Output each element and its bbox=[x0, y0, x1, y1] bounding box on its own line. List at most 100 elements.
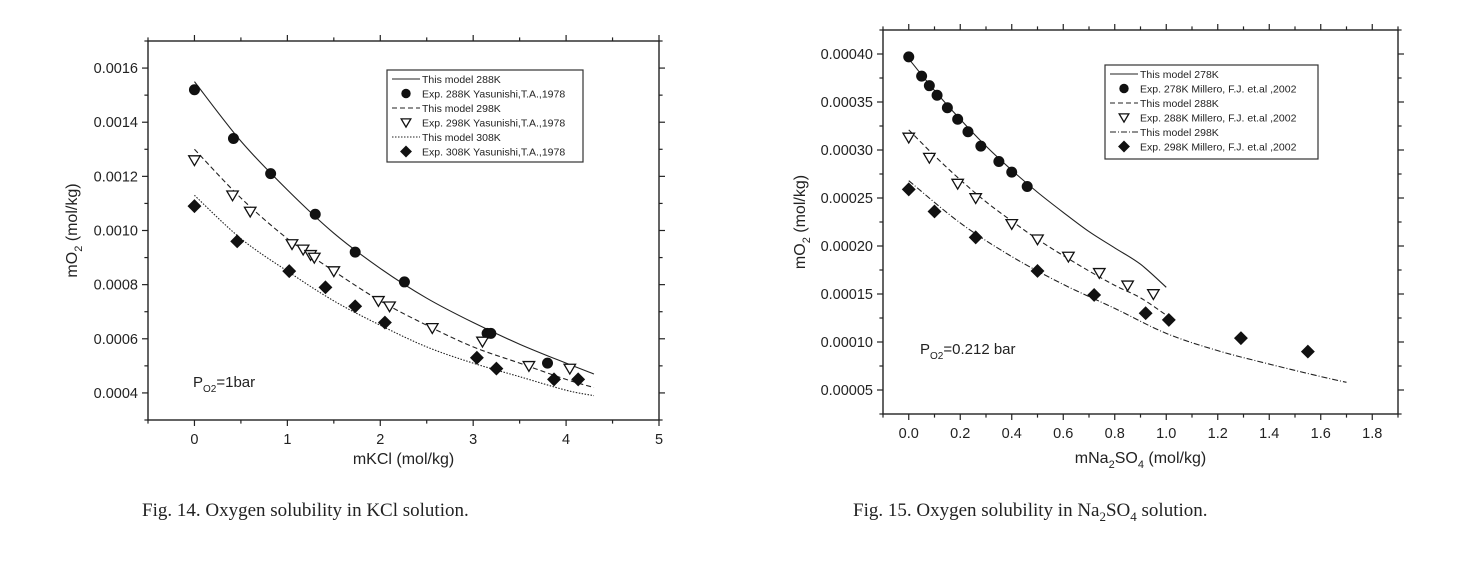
x-tick-label: 1.0 bbox=[1156, 426, 1176, 442]
data-point-circle bbox=[916, 70, 928, 82]
data-point-circle bbox=[975, 140, 987, 152]
legend-label: This model 288K bbox=[422, 74, 501, 86]
data-point-diamond bbox=[901, 182, 916, 197]
legend-label: This model 288K bbox=[1140, 98, 1219, 110]
x-tick-label: 4 bbox=[562, 432, 570, 448]
x-tick-label: 1.2 bbox=[1208, 426, 1228, 442]
series-markers bbox=[901, 182, 1315, 359]
annotation-main: P bbox=[193, 374, 203, 391]
data-point-triangle-down bbox=[1146, 289, 1161, 301]
x-tick-label: 1.4 bbox=[1259, 426, 1279, 442]
annotation-sub: O2 bbox=[930, 351, 944, 362]
data-point-circle bbox=[188, 84, 200, 96]
legend-marker-triangle-down bbox=[400, 118, 412, 129]
y-axis-title-rest: (mol/kg) bbox=[64, 183, 81, 245]
y-tick-label: 0.0014 bbox=[94, 115, 138, 131]
data-point-triangle-down bbox=[1030, 234, 1045, 247]
caption-fig15: Fig. 15. Oxygen solubility in Na2SO4 sol… bbox=[853, 500, 1208, 525]
model-curve bbox=[194, 148, 595, 389]
legend-marker-circle bbox=[401, 88, 411, 99]
data-point-circle bbox=[1021, 180, 1033, 192]
y-tick-label: 0.0004 bbox=[94, 386, 138, 402]
data-point-triangle-down bbox=[1061, 251, 1076, 264]
y-tick-label: 0.00005 bbox=[821, 383, 873, 399]
legend-marker-diamond bbox=[400, 145, 412, 158]
annotation-rest: =1bar bbox=[216, 374, 255, 391]
y-tick-label: 0.00035 bbox=[821, 95, 873, 111]
x-tick-label: 2 bbox=[376, 432, 384, 448]
data-point-diamond bbox=[282, 264, 297, 279]
y-tick-label: 0.0012 bbox=[94, 169, 138, 185]
data-point-triangle-down bbox=[285, 239, 299, 251]
data-point-triangle-down bbox=[187, 155, 202, 167]
legend-marker-diamond bbox=[1118, 140, 1130, 153]
data-point-circle bbox=[952, 113, 964, 125]
series-markers bbox=[903, 51, 1033, 192]
x-tick-label: 0 bbox=[190, 432, 198, 448]
legend-label: This model 278K bbox=[1140, 69, 1219, 81]
data-point-triangle-down bbox=[901, 132, 916, 145]
x-tick-label: 1.6 bbox=[1311, 426, 1331, 442]
y-tick-label: 0.00030 bbox=[821, 143, 873, 159]
legend-item: Exp. 288K Millero, F.J. et.al ,2002 bbox=[1118, 113, 1297, 125]
chart-kcl: 0 1 2 3 4 5 0.0004 0.0006 0.0008 0.0010 0.0012 0.00… bbox=[64, 35, 665, 468]
x-axis-title-mid: SO bbox=[1115, 450, 1138, 467]
data-point-triangle-down bbox=[922, 152, 937, 165]
x-axis-title-sub1: 2 bbox=[1109, 459, 1115, 471]
data-point-diamond bbox=[1087, 288, 1102, 302]
data-point-diamond bbox=[230, 234, 245, 249]
x-axis-title-pre: mNa bbox=[1075, 450, 1109, 467]
data-point-circle bbox=[903, 51, 915, 63]
pressure-annotation: PO2=1bar bbox=[193, 374, 255, 395]
x-tick-label: 5 bbox=[655, 432, 663, 448]
data-point-circle bbox=[309, 208, 321, 220]
x-axis-title-sub2: 4 bbox=[1138, 459, 1144, 471]
series-markers bbox=[187, 155, 577, 376]
legend-marker-circle bbox=[1119, 83, 1129, 94]
data-point-diamond bbox=[547, 372, 561, 387]
x-tick-label: 3 bbox=[469, 432, 477, 448]
y-axis-title-main: mO bbox=[64, 252, 81, 278]
y-axis-title: mO2 (mol/kg) bbox=[792, 175, 813, 269]
data-point-circle bbox=[962, 126, 974, 138]
y-axis-title-sub: 2 bbox=[801, 237, 813, 243]
legend: This model 288K Exp. 288K Yasunishi,T.A.,… bbox=[386, 69, 584, 163]
data-point-triangle-down bbox=[307, 252, 322, 265]
x-tick-label: 0.0 bbox=[899, 426, 919, 442]
series-markers bbox=[901, 132, 1161, 301]
model-curve bbox=[908, 58, 1167, 288]
data-point-diamond bbox=[187, 199, 202, 214]
data-point-triangle-down bbox=[1092, 267, 1107, 280]
x-tick-label: 0.2 bbox=[950, 426, 970, 442]
y-tick-label: 0.00020 bbox=[821, 239, 873, 255]
data-point-circle bbox=[941, 102, 953, 114]
data-point-diamond bbox=[1233, 331, 1248, 346]
data-point-diamond bbox=[1030, 264, 1045, 278]
data-point-triangle-down bbox=[225, 190, 240, 203]
annotation-sub: O2 bbox=[203, 384, 217, 395]
series-line bbox=[194, 148, 595, 389]
caption-fig15-post: solution. bbox=[1136, 500, 1208, 521]
data-point-triangle-down bbox=[562, 363, 577, 376]
y-tick-label: 0.0008 bbox=[94, 278, 138, 294]
data-point-circle bbox=[349, 246, 361, 258]
data-point-triangle-down bbox=[950, 178, 965, 191]
y-axis-title: mO2 (mol/kg) bbox=[64, 183, 85, 277]
data-point-triangle-down bbox=[371, 295, 386, 308]
data-point-diamond bbox=[469, 350, 484, 365]
data-point-circle bbox=[542, 357, 554, 369]
legend: This model 278K Exp. 278K Millero, F.J. e… bbox=[1104, 64, 1319, 160]
data-point-triangle-down bbox=[326, 266, 341, 278]
legend-box bbox=[386, 69, 584, 163]
annotation-main: P bbox=[920, 341, 930, 358]
legend-item: Exp. 308K Yasunishi,T.A.,1978 bbox=[400, 145, 565, 159]
data-point-triangle-down bbox=[243, 206, 258, 219]
caption-fig15-sub1: 2 bbox=[1099, 508, 1106, 524]
data-point-diamond bbox=[571, 372, 586, 387]
data-point-diamond bbox=[318, 280, 333, 295]
x-axis-title-post: (mol/kg) bbox=[1144, 450, 1206, 467]
data-point-circle bbox=[398, 276, 410, 288]
x-axis-title: mNa2SO4 (mol/kg) bbox=[1075, 450, 1206, 471]
x-axis-title: mKCl (mol/kg) bbox=[353, 451, 454, 468]
legend-label: Exp. 278K Millero, F.J. et.al ,2002 bbox=[1140, 84, 1297, 96]
